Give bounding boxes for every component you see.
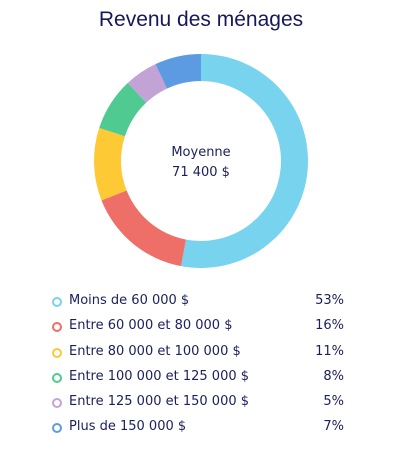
legend-item[interactable]: Entre 80 000 et 100 000 $ 11% [52, 341, 348, 366]
legend-marker-icon [52, 322, 62, 333]
legend-value: 5% [323, 394, 344, 410]
legend-marker-icon [52, 347, 62, 358]
legend-item[interactable]: Entre 125 000 et 150 000 $ 5% [52, 391, 348, 416]
donut-slice-2[interactable] [101, 190, 187, 267]
donut-slice-3[interactable] [93, 127, 127, 201]
legend-label: Entre 60 000 et 80 000 $ [69, 318, 233, 334]
legend-item[interactable]: Plus de 150 000 $ 7% [52, 416, 348, 441]
legend: Moins de 60 000 $ 53% Entre 60 000 et 80 0… [52, 290, 348, 442]
legend-value: 16% [315, 318, 344, 334]
legend-marker-icon [52, 423, 62, 434]
center-value: 71 400 $ [172, 165, 230, 180]
legend-label: Entre 125 000 et 150 000 $ [69, 394, 250, 410]
legend-label: Entre 100 000 et 125 000 $ [69, 368, 250, 384]
legend-item[interactable]: Moins de 60 000 $ 53% [52, 290, 348, 315]
donut-chart: Moyenne 71 400 $ [93, 54, 308, 268]
legend-value: 7% [323, 419, 344, 435]
donut-slice-4[interactable] [99, 83, 147, 137]
legend-label: Moins de 60 000 $ [69, 293, 190, 308]
legend-label: Entre 80 000 et 100 000 $ [69, 343, 241, 359]
legend-value: 11% [315, 343, 344, 359]
legend-item[interactable]: Entre 100 000 et 125 000 $ 8% [52, 366, 348, 391]
legend-marker-icon [52, 297, 62, 307]
donut-slice-5[interactable] [127, 64, 167, 103]
center-label: Moyenne [171, 145, 230, 160]
donut-slices [93, 54, 308, 268]
chart-title: Revenu des ménages [98, 8, 304, 31]
donut-slice-6[interactable] [155, 54, 201, 89]
legend-value: 8% [323, 368, 344, 384]
legend-item[interactable]: Entre 60 000 et 80 000 $ 16% [52, 315, 348, 340]
legend-value: 53% [315, 293, 344, 308]
legend-label: Plus de 150 000 $ [69, 419, 187, 435]
donut-slice-1[interactable] [180, 54, 308, 268]
legend-marker-icon [52, 372, 62, 383]
legend-marker-icon [52, 398, 62, 409]
